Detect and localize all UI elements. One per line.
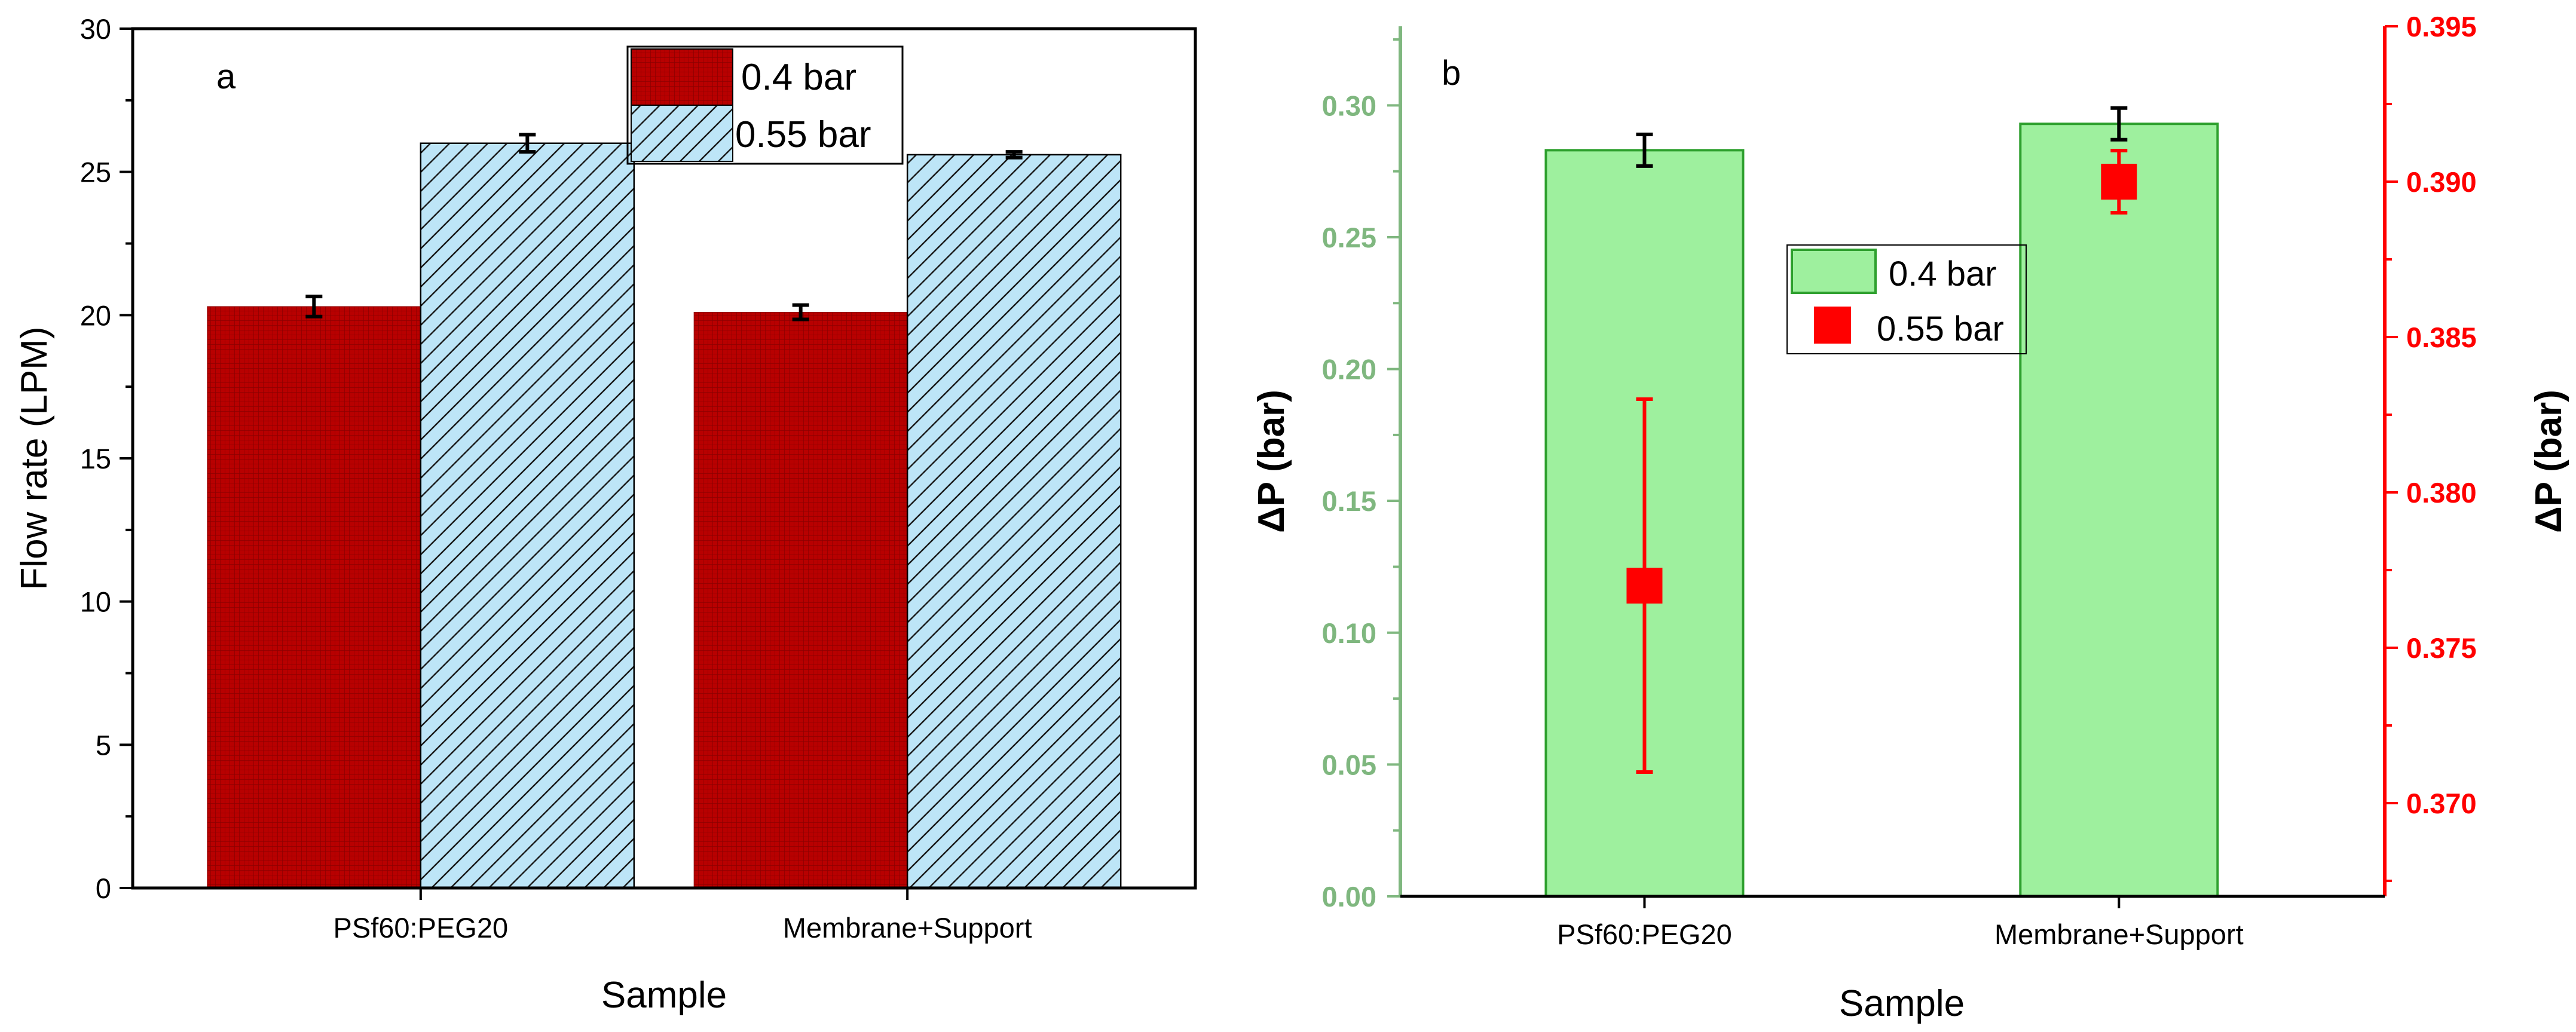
legend-label-0.4-bar: 0.4 bar bbox=[741, 57, 856, 98]
panel-b-left-tick-label: 0.05 bbox=[1322, 749, 1376, 780]
panel-b-right-tick-label: 0.385 bbox=[2406, 321, 2477, 353]
panel-b-right-tick-label: 0.380 bbox=[2406, 477, 2477, 509]
error-bar-0-4-bar-membrane-support bbox=[2110, 106, 2128, 142]
panel-a-x-tick-label-psf60-peg20: PSf60:PEG20 bbox=[334, 912, 509, 944]
legend-swatch-0.4-bar-b bbox=[1791, 249, 1877, 294]
panel-b-legend-frame bbox=[1786, 244, 2027, 354]
legend-label-0.4-bar-b: 0.4 bar bbox=[1889, 255, 1997, 293]
panel-b-label: b bbox=[1442, 54, 1461, 93]
bar-0-4-bar-membrane-support bbox=[2019, 123, 2219, 898]
panel-b-right-tick-label: 0.390 bbox=[2406, 166, 2477, 198]
panel-b-x-tick-label-psf60-peg20: PSf60:PEG20 bbox=[1557, 918, 1732, 950]
panel-a-label: a bbox=[216, 57, 236, 96]
panel-a-y-tick-label: 15 bbox=[80, 443, 111, 474]
panel-b-x-axis-title: Sample bbox=[1839, 983, 1965, 1024]
panel-a-y-tick-label: 10 bbox=[80, 586, 111, 618]
panel-a-y-tick-label: 25 bbox=[80, 157, 111, 188]
panel-b-left-tick-label: 0.20 bbox=[1322, 354, 1376, 385]
point-0-55-bar-psf60-peg20 bbox=[1626, 568, 1663, 604]
panel-b-right-tick-label: 0.370 bbox=[2406, 788, 2477, 819]
point-0-55-bar-membrane-support bbox=[2101, 164, 2137, 200]
panel-a-chart: 0 5 10 15 20 25 30 PSf60:PEG20 Membrane+Support… bbox=[14, 13, 1197, 1016]
bar-0-4-bar-membrane-support bbox=[693, 312, 908, 889]
legend-swatch-0.55-bar bbox=[631, 105, 733, 162]
error-bar-0-55-bar-psf60-peg20 bbox=[519, 133, 536, 154]
panel-a-y-axis-title: Flow rate (LPM) bbox=[14, 327, 55, 590]
legend-marker-0.55-bar-b bbox=[1814, 307, 1851, 344]
panel-a-y-tick-label: 20 bbox=[80, 299, 111, 331]
panel-a-legend: 0.4 bar 0.55 bar bbox=[626, 45, 904, 165]
bar-0-55-bar-membrane-support bbox=[906, 154, 1122, 889]
panel-b-left-tick-label: 0.00 bbox=[1322, 881, 1376, 912]
error-bar-0-4-bar-psf60-peg20 bbox=[1636, 132, 1653, 168]
panel-a-y-tick-label: 0 bbox=[96, 872, 111, 904]
panel-b-left-tick-label: 0.15 bbox=[1322, 485, 1376, 517]
panel-b-right-tick-label: 0.395 bbox=[2406, 11, 2477, 42]
panel-b-left-tick-label: 0.10 bbox=[1322, 617, 1376, 649]
legend-label-0.55-bar-b: 0.55 bar bbox=[1877, 310, 2004, 348]
panel-a-y-tick-label: 5 bbox=[96, 729, 111, 761]
panel-b-legend: 0.4 bar 0.55 bar bbox=[1786, 244, 2027, 354]
panel-b-left-tick-label: 0.30 bbox=[1322, 90, 1376, 121]
error-bar-0-4-bar-psf60-peg20 bbox=[305, 295, 323, 319]
panel-b-chart: 0.00 0.05 0.10 0.15 0.20 0.25 0.30 0.370 0.375 0… bbox=[1251, 11, 2569, 1024]
error-bar-0-4-bar-membrane-support bbox=[792, 303, 809, 321]
error-bar-0-55-bar-membrane-support bbox=[1005, 150, 1023, 160]
bar-0-55-bar-psf60-peg20 bbox=[420, 142, 635, 889]
panel-b-right-axis-title: ΔP (bar) bbox=[2528, 390, 2569, 533]
panel-a-x-tick-label-membrane-support: Membrane+Support bbox=[783, 912, 1032, 944]
bar-0-4-bar-psf60-peg20 bbox=[207, 306, 421, 889]
panel-b-x-tick-label-membrane-support: Membrane+Support bbox=[1994, 918, 2244, 950]
panel-a-y-tick-label: 30 bbox=[80, 13, 111, 45]
legend-label-0.55-bar: 0.55 bar bbox=[735, 114, 871, 155]
panel-a-legend-frame bbox=[626, 45, 904, 165]
panel-b-right-tick-label: 0.375 bbox=[2406, 632, 2477, 664]
panel-b-left-tick-label: 0.25 bbox=[1322, 222, 1376, 253]
legend-swatch-0.4-bar bbox=[631, 48, 733, 106]
panel-a-x-axis-title: Sample bbox=[601, 975, 727, 1016]
panel-b-left-axis-title: ΔP (bar) bbox=[1251, 390, 1292, 533]
